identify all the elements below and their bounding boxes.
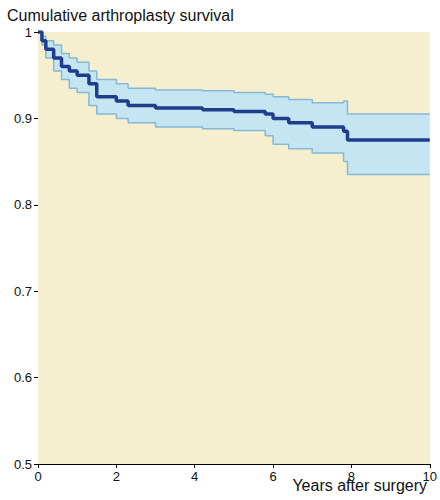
svg-text:0.7: 0.7 xyxy=(14,284,32,299)
svg-text:1: 1 xyxy=(25,25,32,40)
svg-text:2: 2 xyxy=(113,469,120,484)
svg-text:6: 6 xyxy=(269,469,276,484)
svg-text:0.8: 0.8 xyxy=(14,197,32,212)
svg-text:0.9: 0.9 xyxy=(14,111,32,126)
svg-text:4: 4 xyxy=(191,469,198,484)
svg-text:0.6: 0.6 xyxy=(14,370,32,385)
svg-text:0.5: 0.5 xyxy=(14,457,32,472)
svg-text:Cumulative arthroplasty surviv: Cumulative arthroplasty survival xyxy=(7,7,234,24)
svg-text:Years after surgery: Years after surgery xyxy=(292,477,427,494)
svg-text:10: 10 xyxy=(422,469,437,484)
svg-text:0: 0 xyxy=(34,469,41,484)
